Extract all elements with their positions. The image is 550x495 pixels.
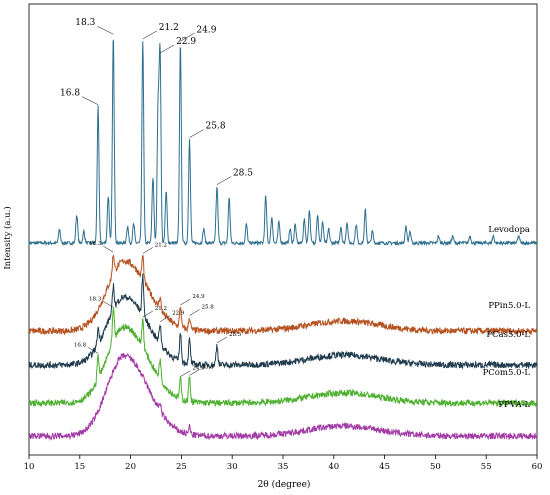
series-label: Levodopa bbox=[488, 225, 530, 235]
series-line-pcom5-0-l bbox=[28, 307, 538, 408]
annotation-leader bbox=[142, 247, 153, 254]
x-tick-label: 20 bbox=[125, 462, 136, 472]
peak-annotation: 25.8 bbox=[206, 122, 226, 132]
series-label: PPVA-L bbox=[498, 400, 530, 410]
annotation-leader bbox=[189, 309, 200, 316]
peak-annotation: 21.2 bbox=[155, 242, 167, 248]
peak-annotation: 21.2 bbox=[155, 306, 167, 312]
annotation-leader bbox=[142, 310, 153, 318]
peak-annotation: 18.3 bbox=[89, 296, 102, 302]
peak-annotation: 18.3 bbox=[75, 18, 95, 28]
annotation-leader bbox=[142, 30, 157, 40]
x-tick-label: 40 bbox=[328, 462, 339, 472]
peak-annotation: 21.2 bbox=[159, 23, 179, 33]
annotation-leader bbox=[97, 25, 114, 35]
series-line-levodopa bbox=[28, 39, 538, 247]
chart-curves bbox=[28, 39, 538, 441]
peak-annotation: 16.8 bbox=[74, 342, 87, 348]
annotation-leader bbox=[216, 336, 228, 344]
annotation-leader bbox=[180, 370, 191, 377]
annotation-leader bbox=[180, 298, 191, 306]
series-line-ppva-l bbox=[28, 353, 538, 441]
annotation-leader bbox=[216, 176, 232, 185]
peak-annotation: 28.5 bbox=[229, 332, 242, 338]
annotation-leader bbox=[81, 96, 99, 105]
x-tick-label: 45 bbox=[379, 462, 390, 472]
series-label: PPin5.0-L bbox=[488, 301, 530, 311]
peak-annotation: 18.3 bbox=[89, 241, 102, 247]
peak-annotation: 24.9 bbox=[196, 25, 216, 35]
peak-annotation: 24.9 bbox=[192, 294, 205, 300]
peak-annotation: 25.8 bbox=[202, 364, 215, 370]
annotation-leader bbox=[189, 129, 204, 138]
series-line-pcas5-0-l bbox=[28, 273, 538, 370]
peak-annotation: 25.8 bbox=[202, 305, 215, 311]
x-tick-label: 60 bbox=[532, 462, 543, 472]
x-tick-label: 30 bbox=[227, 462, 238, 472]
annotation-leader bbox=[103, 246, 114, 253]
series-line-ppin5-0-l bbox=[28, 254, 538, 336]
series-label: PCas5.0-L bbox=[486, 330, 530, 340]
peak-annotation: 24.9 bbox=[192, 366, 205, 372]
x-tick-label: 50 bbox=[430, 462, 441, 472]
x-axis-label: 2θ (degree) bbox=[258, 479, 311, 490]
annotation-leader bbox=[103, 301, 114, 308]
x-tick-label: 10 bbox=[24, 462, 35, 472]
y-axis-label: Intensity (a.u.) bbox=[2, 206, 13, 269]
annotation-leader bbox=[87, 347, 99, 354]
x-tick-label: 35 bbox=[278, 462, 289, 472]
chart-axes: 10 15 20 25 30 35 40 45 50 55 60 bbox=[24, 3, 543, 472]
x-tick-label: 25 bbox=[176, 462, 187, 472]
annotation-leader bbox=[159, 315, 171, 322]
peak-annotation: 22.9 bbox=[176, 37, 196, 47]
x-tick-label: 55 bbox=[481, 462, 492, 472]
annotation-leader bbox=[189, 369, 200, 376]
x-tick-label: 15 bbox=[74, 462, 85, 472]
peak-annotation: 16.8 bbox=[60, 89, 80, 99]
series-label: PCom5.0-L bbox=[483, 368, 531, 378]
peak-annotation: 28.5 bbox=[233, 169, 253, 179]
annotation-leader bbox=[159, 44, 175, 54]
peak-annotation: 22.9 bbox=[172, 311, 185, 317]
plot-frame bbox=[28, 3, 538, 456]
annotation-leader bbox=[180, 33, 195, 42]
